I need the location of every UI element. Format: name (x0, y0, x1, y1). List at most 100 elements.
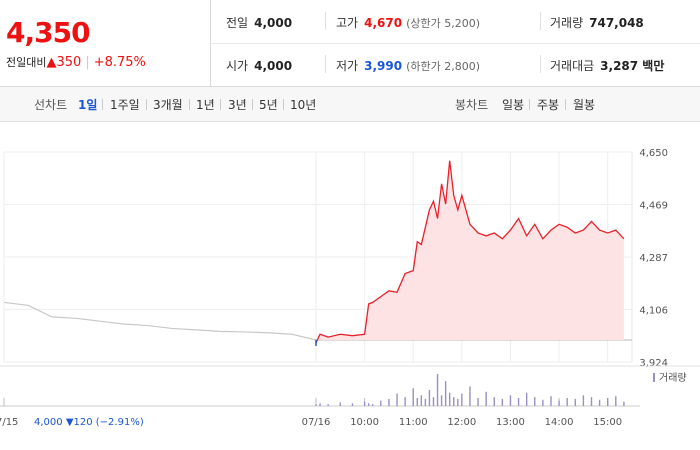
volume-bar (615, 396, 617, 406)
volume-bar (412, 388, 414, 406)
volume-bar (424, 398, 427, 406)
y-tick-label: 4,106 (639, 305, 668, 316)
volume-bar (388, 398, 390, 406)
y-tick-label: 3,924 (639, 358, 668, 369)
change-amount: 350 (56, 55, 82, 70)
volume-stat: 거래량 747,048 (550, 16, 644, 30)
prev-day-line (3, 301, 317, 341)
volume-bar (453, 397, 455, 406)
volume-bar (367, 403, 370, 406)
x-tick-label: 13:00 (496, 417, 525, 428)
tab-10y[interactable]: 10년 (290, 98, 317, 112)
volume-bar (542, 399, 544, 406)
tab-weekly[interactable]: 주봉 (537, 98, 560, 112)
up-arrow-icon: ▲ (46, 55, 57, 70)
tab-5y[interactable]: 5년 (259, 98, 278, 112)
volume-bar (457, 398, 459, 406)
divider (540, 12, 541, 30)
volume-bar (501, 398, 504, 406)
volume-bar (416, 398, 418, 406)
volume-legend-swatch (653, 373, 655, 382)
trade-amount: 거래대금 3,287 백만 (550, 59, 665, 73)
volume-bar (432, 397, 435, 406)
volume-bar (534, 397, 536, 406)
prev-day-caption: 4,000 ▼120 (−2.91%) (34, 417, 144, 428)
volume-bar (420, 395, 423, 406)
volume-bar (380, 400, 382, 406)
volume-bar (372, 404, 374, 406)
volume-bar (396, 393, 398, 406)
divider (146, 99, 147, 110)
change-label: 전일대비 (6, 56, 47, 69)
x-tick-label: 12:00 (447, 417, 476, 428)
candle-chart-title: 봉차트 (455, 98, 489, 112)
divider (220, 99, 221, 110)
divider (540, 55, 541, 73)
volume-bar (606, 398, 609, 406)
change-percent: +8.75% (93, 55, 146, 70)
tab-1d[interactable]: 1일 (78, 98, 98, 112)
divider (252, 99, 253, 110)
volume-bar (440, 395, 443, 406)
divider: | (85, 55, 90, 70)
low-price: 저가 3,990 (하한가 2,800) (336, 59, 480, 73)
volume-bar (550, 396, 552, 406)
volume-bar (315, 404, 317, 406)
volume-bar (525, 392, 528, 406)
volume-bar (469, 386, 471, 406)
y-tick-label: 4,650 (639, 148, 668, 159)
chart-tabs: 선차트 1일 1주일 3개월 1년 3년 5년 10년 봉차트 일봉 주봉 월봉 (0, 87, 700, 122)
quote-header: 4,350 전일대비▲350 | +8.75% 전일 4,000 고가 4,670 (상한… (0, 0, 700, 87)
volume-bar (351, 403, 354, 406)
x-tick-label: 07/15 (0, 417, 18, 428)
volume-legend-label: 거래량 (659, 372, 687, 384)
tab-monthly[interactable]: 월봉 (573, 98, 596, 112)
tab-3y[interactable]: 3년 (228, 98, 247, 112)
stats-row-1: 전일 4,000 고가 4,670 (상한가 5,200) 거래량 747,048 (210, 0, 700, 44)
line-chart-title: 선차트 (34, 98, 68, 112)
volume-bar (363, 401, 366, 406)
tab-daily[interactable]: 일봉 (502, 98, 525, 112)
y-tick-label: 4,469 (639, 200, 668, 211)
stats-row-2: 시가 4,000 저가 3,990 (하한가 2,800) 거래대금 3,287 백만 (210, 43, 700, 86)
volume-bar (517, 398, 520, 406)
volume-bar (448, 392, 451, 406)
divider (102, 99, 103, 110)
volume-bar (509, 395, 512, 406)
today-line (315, 160, 625, 344)
y-tick-label: 4,287 (639, 253, 668, 264)
volume-bar (623, 401, 625, 406)
volume-bar (339, 402, 342, 406)
divider (529, 99, 530, 110)
volume-bar (428, 390, 431, 406)
divider (325, 12, 326, 30)
volume-bar (404, 397, 406, 406)
tab-1w[interactable]: 1주일 (110, 98, 140, 112)
high-price: 고가 4,670 (상한가 5,200) (336, 16, 480, 30)
volume-bar (461, 393, 463, 406)
today-area (316, 160, 624, 343)
volume-bar (566, 398, 568, 406)
tab-3m[interactable]: 3개월 (153, 98, 183, 112)
stats-panel: 전일 4,000 고가 4,670 (상한가 5,200) 거래량 747,048 시가… (210, 0, 700, 86)
volume-bar (598, 399, 601, 406)
change-line: 전일대비▲350 | +8.75% (6, 54, 146, 70)
prev-close: 전일 4,000 (226, 16, 293, 30)
volume-bar (493, 397, 495, 406)
volume-bar (436, 374, 439, 406)
volume-bar (444, 381, 447, 406)
divider (189, 99, 190, 110)
volume-bar (485, 391, 487, 406)
current-price: 4,350 (6, 16, 91, 49)
x-tick-label: 14:00 (545, 417, 574, 428)
open-price: 시가 4,000 (226, 59, 293, 73)
tab-1y[interactable]: 1년 (196, 98, 215, 112)
divider (283, 99, 284, 110)
price-box: 4,350 전일대비▲350 | +8.75% (0, 0, 211, 86)
volume-bar (590, 397, 593, 406)
x-tick-label: 10:00 (350, 417, 379, 428)
x-tick-label: 11:00 (399, 417, 428, 428)
divider (325, 55, 326, 73)
volume-bar (574, 398, 576, 406)
